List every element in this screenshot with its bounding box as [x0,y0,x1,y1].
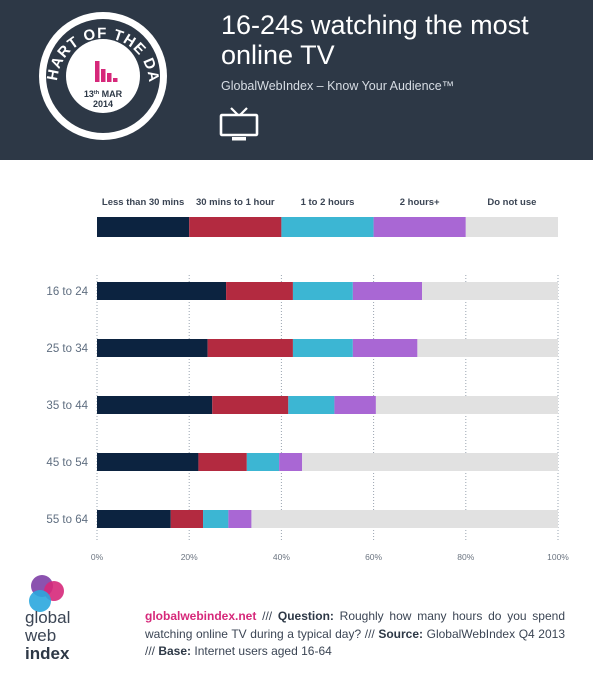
footer-site-link[interactable]: globalwebindex.net [145,609,257,623]
x-tick-label: 40% [273,552,290,562]
badge-date-day: 13 [84,89,94,99]
x-tick-label: 0% [91,552,104,562]
footer-question-label: Question: [277,609,334,623]
badge-date-line1: 13th MAR [84,89,123,99]
logo-line3: index [25,644,70,663]
bar-segment [292,282,353,300]
bar-segment [352,339,418,357]
bar-segment [97,339,208,357]
bar-segment [207,339,293,357]
chart-of-the-day-badge: CHART OF THE DAY 13th MAR 2014 [36,9,167,140]
bar-segment [288,396,335,414]
legend-swatch [97,217,190,237]
bar-segment [251,510,558,528]
footer-base-label: Base: [158,644,192,658]
legend-label: Do not use [487,197,536,208]
bar-segment [246,453,280,471]
x-tick-label: 100% [547,552,569,562]
legend-label: 30 mins to 1 hour [196,197,275,208]
page-title: 16-24s watching the most online TV [221,10,529,70]
bar-segment [352,282,423,300]
bar-segment [170,510,204,528]
bar-segment [97,510,171,528]
chart-area: Less than 30 mins 30 mins to 1 hour 1 to 2… [46,197,569,562]
y-category-label: 25 to 34 [46,343,88,355]
legend-swatch [373,217,466,237]
bar-segment [212,396,289,414]
badge-date-year: 2014 [93,99,113,109]
x-tick-label: 60% [365,552,382,562]
bar-segment [226,282,293,300]
footer-separator: /// [145,644,159,658]
y-category-label: 35 to 44 [46,400,88,412]
bar-chart-icon [95,61,118,82]
bar-segment [97,396,213,414]
footer-separator: /// [361,626,379,641]
x-tick-label: 20% [181,552,198,562]
footer-base-text: Internet users aged 16-64 [191,644,332,658]
bar-segment [198,453,247,471]
footer-source-label: Source: [378,626,424,641]
bar-segment [375,396,558,414]
bar-segment [279,453,303,471]
logo-line2: web [24,626,56,645]
bar-segment [417,339,558,357]
footer-question-text: Roughly how many hours do you spend watc… [145,609,565,641]
legend-swatch [281,217,374,237]
bar-segment [334,396,376,414]
footer-source-text: GlobalWebIndex Q4 2013 [423,626,565,641]
legend-swatch [465,217,558,237]
logo-line1: global [25,608,70,627]
x-tick-label: 80% [457,552,474,562]
legend-label: Less than 30 mins [102,197,184,208]
bar-segment [302,453,558,471]
legend-label: 2 hours+ [400,197,440,208]
bar-segment [97,453,199,471]
header-banner: CHART OF THE DAY 13th MAR 2014 16-24s wa… [0,0,593,160]
tv-icon [219,107,259,141]
legend-swatch [189,217,282,237]
footer-note: globalwebindex.net /// Question: Roughly… [145,608,565,661]
bar-segment [228,510,252,528]
footer-separator: /// [256,609,278,623]
legend-label: 1 to 2 hours [301,197,355,208]
y-category-label: 16 to 24 [46,286,88,298]
badge-date-suffix: th [94,90,100,96]
bar-segment [422,282,558,300]
bar-segment [292,339,353,357]
globalwebindex-logo: global web index [24,575,70,663]
y-category-label: 45 to 54 [46,457,88,469]
page-subtitle: GlobalWebIndex – Know Your Audience™ [221,79,455,93]
bar-segment [203,510,229,528]
y-category-label: 55 to 64 [46,514,88,526]
bar-segment [97,282,227,300]
badge-date-month: MAR [102,89,123,99]
